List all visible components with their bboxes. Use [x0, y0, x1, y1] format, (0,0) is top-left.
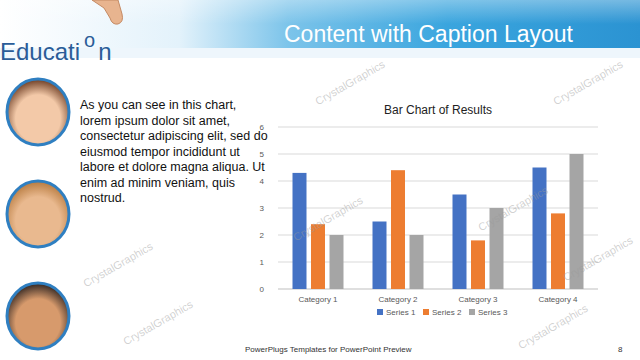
- legend-swatch: [469, 309, 475, 315]
- legend-swatch: [377, 309, 383, 315]
- watermark: CrystalGraphics: [291, 194, 365, 244]
- y-tick-label: 0: [260, 285, 265, 294]
- x-tick-label: Category 4: [538, 295, 578, 304]
- grid-line: [278, 262, 598, 263]
- logo-part: Educati: [0, 38, 80, 65]
- photo: [7, 181, 69, 247]
- slide: {"chart_data": {"type": "bar", "title": …: [0, 0, 640, 360]
- legend: Series 1 Series 2 Series 3: [377, 308, 508, 317]
- bar: [330, 235, 344, 289]
- legend-swatch: [423, 309, 429, 315]
- chart-title: Bar Chart of Results: [384, 103, 492, 117]
- logo-part: o: [84, 29, 95, 51]
- hand-decor: [92, 0, 123, 24]
- grid-line: [278, 127, 598, 128]
- bars: [293, 154, 584, 289]
- bar: [391, 170, 405, 289]
- slide-title: Content with Caption Layout: [284, 21, 574, 47]
- watermark: CrystalGraphics: [476, 184, 550, 234]
- header-fade: [0, 48, 640, 58]
- watermark: CrystalGraphics: [81, 240, 155, 290]
- grid-line: [278, 154, 598, 155]
- footer: PowerPlugs Templates for PowerPoint Prev…: [245, 345, 412, 354]
- legend-label: Series 3: [478, 308, 508, 317]
- legend-label: Series 2: [432, 308, 462, 317]
- grid-line: [278, 208, 598, 209]
- page-number: 8: [618, 345, 623, 354]
- y-tick-label: 5: [260, 150, 265, 159]
- logo: Education: [0, 29, 112, 65]
- logo-part: n: [98, 38, 111, 65]
- caption: As you can see in this chart, lorem ipsu…: [80, 98, 270, 207]
- watermark: CrystalGraphics: [516, 302, 590, 352]
- watermark: CrystalGraphics: [313, 58, 387, 108]
- x-tick-label: Category 3: [458, 295, 498, 304]
- x-tick-label: Category 1: [298, 295, 338, 304]
- legend-label: Series 1: [386, 308, 416, 317]
- photo: [7, 79, 69, 145]
- watermark: CrystalGraphics: [561, 234, 635, 284]
- header-band: [0, 0, 640, 48]
- grid-line: [278, 235, 598, 236]
- grid: [278, 127, 598, 289]
- photo: [7, 283, 69, 349]
- grid-line: [278, 181, 598, 182]
- grid-line: [278, 289, 598, 290]
- y-tick-label: 3: [260, 204, 265, 213]
- bar: [410, 235, 424, 289]
- y-tick-label: 4: [260, 177, 265, 186]
- y-tick-label: 2: [260, 231, 265, 240]
- bar: [453, 195, 467, 290]
- watermark: CrystalGraphics: [121, 298, 195, 348]
- bar: [373, 222, 387, 290]
- x-tick-label: Category 2: [378, 295, 418, 304]
- watermark: CrystalGraphics: [551, 58, 625, 108]
- y-tick-label: 1: [260, 258, 265, 267]
- bar: [471, 240, 485, 289]
